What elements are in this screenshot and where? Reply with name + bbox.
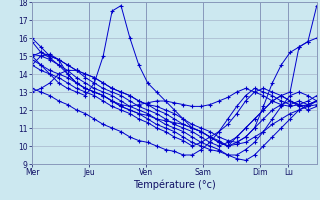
X-axis label: Température (°c): Température (°c): [133, 180, 216, 190]
